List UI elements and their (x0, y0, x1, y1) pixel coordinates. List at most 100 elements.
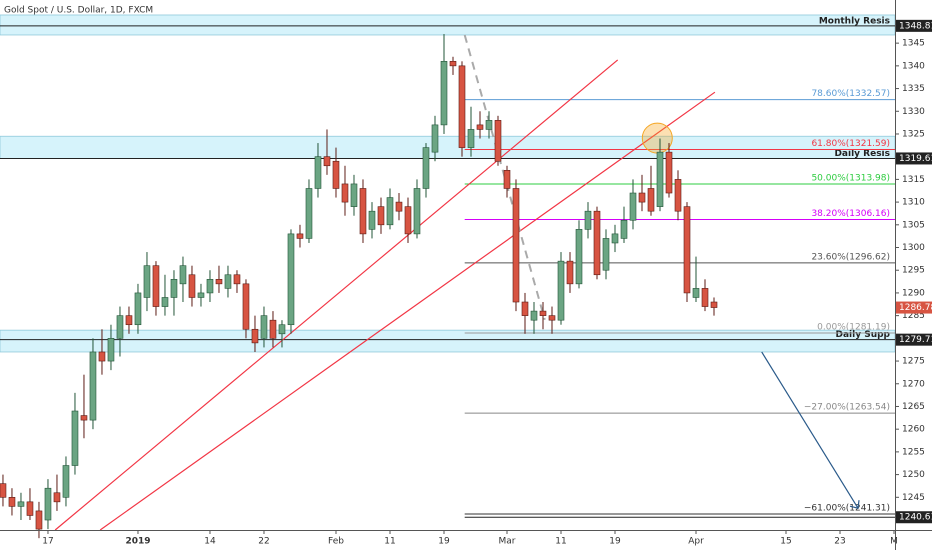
candle-body (341, 183, 349, 203)
candle-body (224, 274, 232, 289)
candle-body (188, 274, 196, 298)
candle-body (584, 210, 592, 230)
candle-body (413, 188, 421, 235)
candle-body (521, 301, 529, 316)
candle-body (305, 188, 313, 239)
candle-body (242, 283, 250, 330)
fib-label: 0.00%(1281.19) (817, 322, 890, 332)
candle-body (575, 229, 583, 285)
candle-body (467, 129, 475, 148)
candle-body (323, 156, 331, 167)
candle-body (485, 120, 493, 130)
candle-body (206, 279, 214, 294)
y-tick-label: 1275 (902, 357, 925, 367)
price-tag (896, 19, 932, 32)
x-tick-label: Feb (328, 537, 344, 547)
candle-body (44, 487, 52, 521)
price-tag-label: 1240.61 (899, 513, 932, 523)
y-tick-label: 1260 (902, 425, 925, 435)
y-tick-label: 1315 (902, 175, 925, 185)
x-tick-label: 19 (609, 537, 621, 547)
price-tag-label: 1319.61 (899, 154, 932, 164)
candle-body (503, 170, 511, 189)
y-tick-label: 1325 (902, 129, 925, 139)
fib-label: 50.00%(1313.98) (811, 174, 890, 184)
candle-body (404, 206, 412, 235)
candle-body (125, 315, 133, 326)
x-tick-label: 17 (42, 537, 53, 547)
y-tick-label: 1245 (902, 493, 925, 503)
fib-label: 78.60%(1332.57) (811, 89, 890, 99)
candle-body (440, 61, 448, 126)
candle-body (449, 61, 457, 67)
price-tag (896, 301, 932, 314)
candle-body (665, 151, 673, 194)
price-tag (896, 333, 932, 346)
y-tick-label: 1270 (902, 379, 925, 389)
candle-body (278, 324, 286, 335)
candle-body (251, 328, 259, 344)
x-tick-label: Mar (499, 537, 516, 547)
candle-body (656, 151, 664, 207)
candle-body (350, 183, 358, 207)
fib-label: 23.60%(1296.62) (811, 252, 890, 262)
x-tick-label: M (890, 537, 898, 547)
y-tick-label: 1345 (902, 39, 925, 49)
trendline (99, 91, 716, 531)
candle-body (512, 188, 520, 303)
candle-body (233, 274, 241, 285)
y-tick-label: 1305 (902, 220, 925, 230)
candle-body (566, 260, 574, 285)
candle-body (620, 219, 628, 239)
candle-body (710, 301, 718, 308)
candle-body (287, 233, 295, 326)
candle-body (197, 292, 205, 298)
candle-body (458, 65, 466, 148)
plot-area: Monthly Resis Daily Resis Daily Supp 78.60%… (0, 14, 896, 539)
zone-band (0, 14, 896, 36)
arrow-head (849, 500, 860, 509)
y-tick-label: 1250 (902, 470, 925, 480)
zone-label: Daily Supp (836, 330, 891, 340)
price-tag-label: 1279.71 (899, 335, 932, 345)
candle-body (611, 233, 619, 244)
y-tick-label: 1335 (902, 84, 925, 94)
candle-body (368, 210, 376, 230)
candle-body (377, 206, 385, 226)
candle-body (71, 410, 79, 466)
arrow-line (761, 351, 859, 509)
candle-body (692, 288, 700, 298)
candle-body (134, 292, 142, 326)
y-tick-label: 1300 (902, 243, 925, 253)
candle-body (557, 260, 565, 321)
candle-body (179, 265, 187, 285)
candle-body (80, 415, 88, 421)
candle-body (35, 510, 43, 530)
x-tick-label: 23 (834, 537, 845, 547)
y-tick-label: 1255 (902, 447, 925, 457)
candle-body (269, 319, 277, 339)
fib-label: 61.80%(1321.59) (811, 139, 890, 149)
candle-body (296, 233, 304, 239)
x-tick-label: 15 (780, 537, 791, 547)
candle-body (674, 179, 682, 212)
y-tick-label: 1340 (902, 61, 925, 71)
candle-body (332, 160, 340, 189)
price-tag-label: 1286.78 (899, 303, 932, 313)
candle-body (494, 120, 502, 162)
price-tag (896, 152, 932, 165)
candle-body (53, 492, 61, 503)
candle-body (89, 351, 97, 421)
candle-body (548, 315, 556, 321)
y-tick-label: 1285 (902, 311, 925, 321)
x-tick-label: 2019 (125, 537, 150, 547)
candle-body (107, 338, 115, 362)
zone-band (0, 135, 896, 159)
candle-body (359, 188, 367, 235)
candle-body (638, 192, 646, 203)
candle-body (476, 124, 484, 130)
x-tick-label: 11 (384, 537, 395, 547)
candle-body (593, 210, 601, 276)
